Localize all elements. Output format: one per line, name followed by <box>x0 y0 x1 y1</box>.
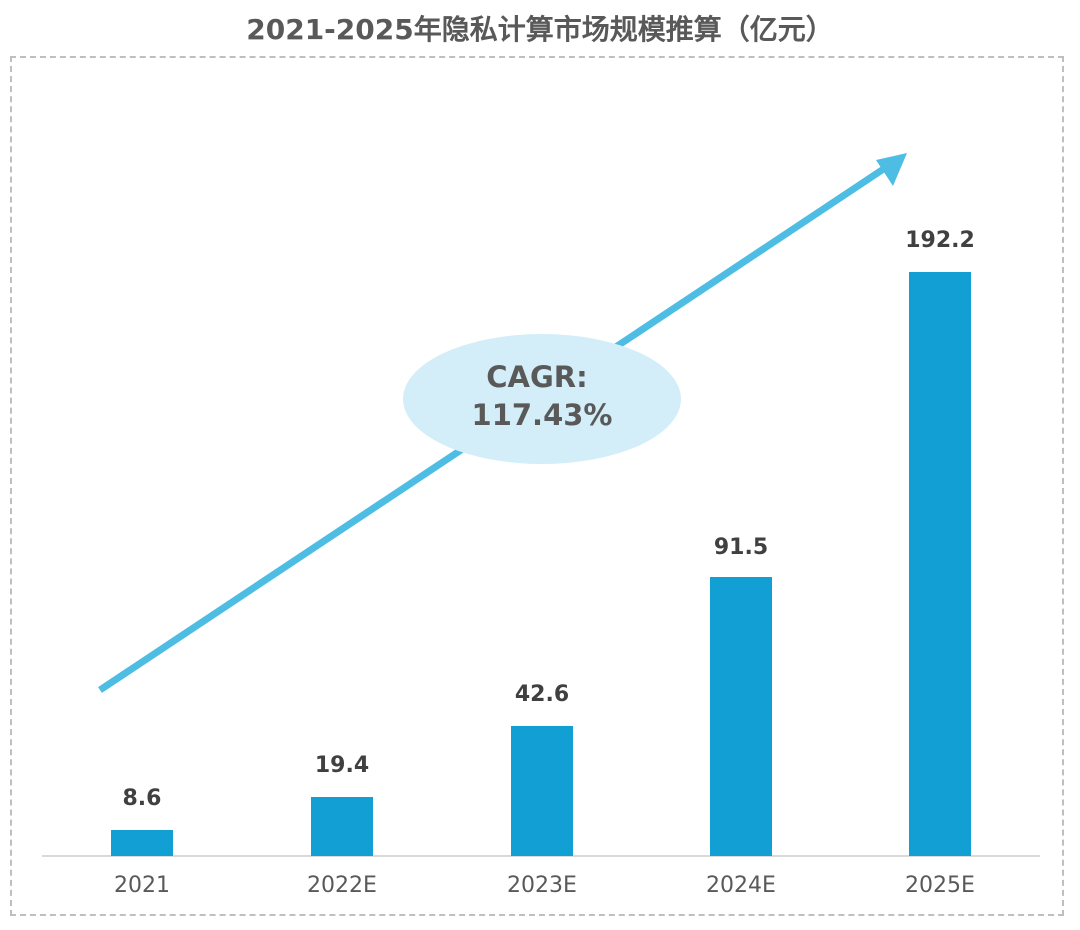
bar-2021 <box>111 830 173 856</box>
value-label-2023e: 42.6 <box>514 682 570 707</box>
cagr-label: CAGR: 117.43% <box>403 358 681 434</box>
x-axis-line <box>42 855 1040 857</box>
x-tick-2025e: 2025E <box>905 873 975 898</box>
value-label-2024e: 91.5 <box>713 535 769 560</box>
value-label-2022e: 19.4 <box>314 753 370 778</box>
value-label-2021: 8.6 <box>122 786 162 811</box>
cagr-line2: 117.43% <box>471 398 613 432</box>
x-tick-2024e: 2024E <box>706 873 776 898</box>
cagr-line1: CAGR: <box>486 360 588 394</box>
bar-2022e <box>311 797 373 856</box>
x-tick-2023e: 2023E <box>507 873 577 898</box>
chart-frame <box>10 56 1064 916</box>
bar-2025e <box>909 272 971 856</box>
x-tick-2022e: 2022E <box>307 873 377 898</box>
cagr-bubble <box>403 334 681 464</box>
bar-2024e <box>710 577 772 856</box>
bar-2023e <box>511 726 573 856</box>
x-tick-2021: 2021 <box>114 873 170 898</box>
chart-title: 2021-2025年隐私计算市场规模推算（亿元） <box>246 13 834 46</box>
value-label-2025e: 192.2 <box>905 228 975 253</box>
